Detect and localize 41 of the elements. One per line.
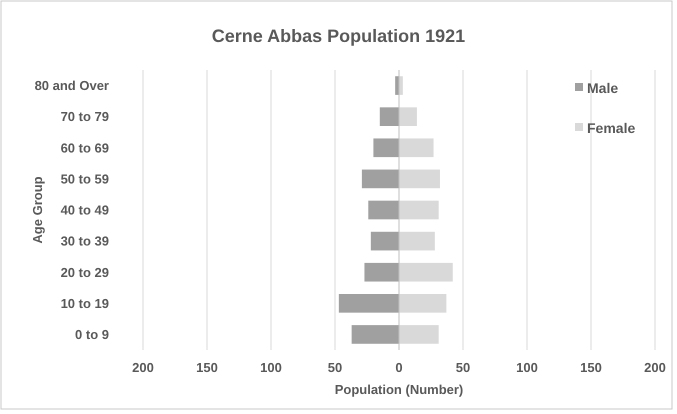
x-tick-label: 200 (132, 360, 154, 375)
x-tick-label: 100 (516, 360, 538, 375)
bar (399, 138, 434, 158)
bar (364, 262, 399, 282)
x-tick-label: 100 (260, 360, 282, 375)
bar (370, 232, 399, 250)
bar (368, 200, 399, 220)
x-tick-label: 50 (328, 360, 342, 375)
y-tick-label: 30 to 39 (60, 234, 109, 249)
legend-label: Female (587, 120, 636, 136)
bar (399, 170, 440, 188)
y-tick-label: 60 to 69 (60, 140, 109, 156)
bar (373, 138, 399, 158)
bar (399, 262, 453, 282)
x-tick-label: 0 (395, 360, 403, 375)
bar (395, 76, 399, 95)
y-tick-label: 50 to 59 (60, 171, 109, 186)
bar (399, 76, 403, 95)
bar (399, 232, 435, 250)
bar (338, 294, 399, 313)
chart-title: Cerne Abbas Population 1921 (212, 26, 466, 46)
y-axis-title: Age Group (30, 176, 45, 244)
y-tick-label: 10 to 19 (60, 296, 109, 311)
y-tick-label: 80 and Over (34, 78, 109, 94)
bar (399, 294, 446, 313)
bar (362, 170, 399, 188)
x-axis-title: Population (Number) (334, 382, 464, 397)
bar (352, 325, 399, 344)
bar (380, 107, 399, 126)
legend-label: Male (587, 80, 618, 96)
bar (399, 325, 439, 344)
bar (399, 107, 417, 126)
y-tick-label: 0 to 9 (75, 326, 109, 342)
y-tick-label: 40 to 49 (60, 202, 109, 218)
y-tick-label: 20 to 29 (60, 264, 109, 280)
x-tick-label: 50 (456, 360, 470, 375)
y-tick-label: 70 to 79 (60, 109, 109, 124)
x-tick-label: 150 (196, 360, 218, 375)
bar (399, 200, 439, 220)
x-tick-label: 150 (580, 360, 602, 375)
x-tick-label: 200 (644, 360, 666, 375)
